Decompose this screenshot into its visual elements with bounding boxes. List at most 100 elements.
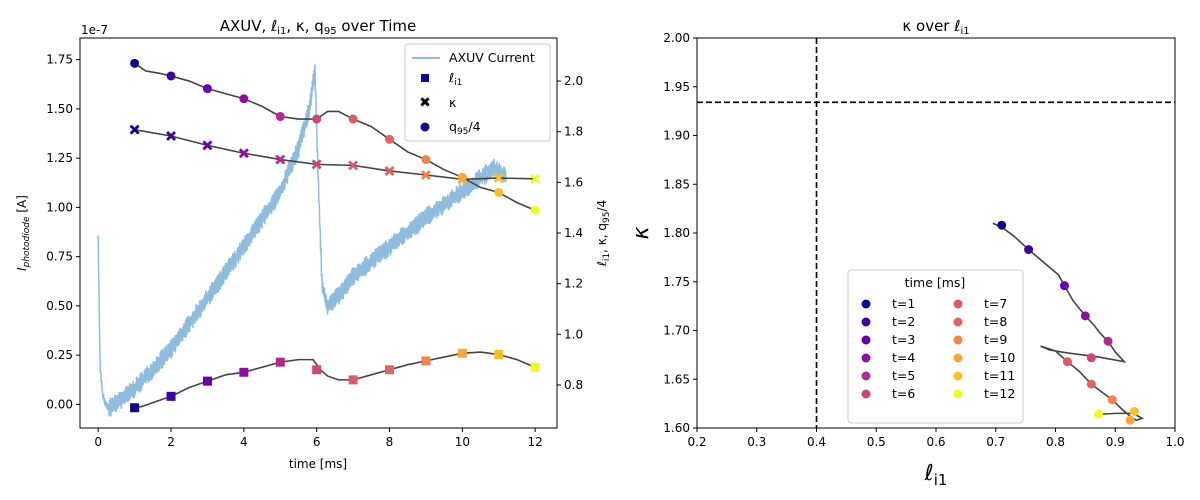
- kappa-marker: [202, 140, 213, 151]
- y-tick-label: 1.25: [46, 151, 73, 165]
- legend-time-label: t=11: [984, 368, 1015, 383]
- left-y-axis-label: Iphotodiode [A]: [15, 195, 32, 271]
- legend-time-swatch: [861, 299, 871, 309]
- time-point: [1129, 406, 1139, 416]
- q95-marker: [494, 187, 504, 197]
- right-tick-label: 0.8: [564, 378, 583, 392]
- legend-time-label: t=10: [984, 350, 1015, 365]
- q95-marker: [202, 84, 212, 94]
- legend-time-swatch: [953, 371, 963, 381]
- li1-marker: [202, 376, 212, 386]
- time-point: [1024, 245, 1034, 255]
- x-tick-label: 0.2: [687, 435, 706, 449]
- kappa-marker: [348, 160, 359, 171]
- right-chart: κ over ℓi1 0.2 0.3 0.4 0.5 0.6 0.7 0.8 0.9 1.0 1…: [629, 17, 1185, 489]
- y-tick-label: 0.50: [46, 299, 73, 313]
- x-tick-label: 4: [240, 435, 248, 449]
- y-tick-label: 1.85: [663, 177, 690, 191]
- li1-curve: [134, 351, 536, 409]
- li1-marker: [385, 365, 395, 375]
- x-tick-label: 0.7: [986, 435, 1005, 449]
- right-chart-title: κ over ℓi1: [902, 17, 969, 37]
- y-tick-label: 1.60: [663, 421, 690, 435]
- legend-time-label: t=4: [892, 350, 915, 365]
- legend-time-swatch: [861, 371, 871, 381]
- legend-time-label: t=8: [984, 314, 1007, 329]
- y-tick-label: 1.80: [663, 226, 690, 240]
- time-point: [1062, 357, 1072, 367]
- y-tick-label: 1.70: [663, 324, 690, 338]
- left-offset-text: 1e-7: [81, 23, 108, 37]
- legend-axuv-label: AXUV Current: [449, 50, 535, 65]
- kappa-marker: [420, 170, 431, 180]
- x-tick-label: 0.6: [926, 435, 945, 449]
- legend-time-swatch: [861, 353, 871, 363]
- legend-time-swatch: [861, 317, 871, 327]
- y-tick-label: 0.75: [46, 250, 73, 264]
- kappa-marker: [275, 154, 286, 165]
- legend-time-label: t=12: [984, 386, 1015, 401]
- y-tick-label: 0.00: [46, 397, 73, 411]
- legend-time-swatch: [953, 335, 963, 345]
- y-tick-label: 1.50: [46, 102, 73, 116]
- right-points: [997, 220, 1139, 425]
- y-tick-label: 1.75: [46, 53, 73, 67]
- time-point: [1086, 353, 1096, 363]
- right-legend-box: [847, 269, 1024, 424]
- x-tick-label: 8: [386, 435, 394, 449]
- x-tick-label: 0.9: [1106, 435, 1125, 449]
- q95-marker: [421, 155, 431, 165]
- kappa-curve: [134, 128, 536, 181]
- x-tick-label: 6: [313, 435, 321, 449]
- right-tick-label: 1.8: [564, 125, 583, 139]
- legend-q95-swatch: [420, 122, 430, 132]
- x-tick-label: 0: [94, 435, 102, 449]
- y-tick-label: 2.00: [663, 31, 690, 45]
- x-tick-label: 10: [455, 435, 470, 449]
- x-tick-label: 0.4: [807, 435, 826, 449]
- kappa-marker: [530, 173, 541, 184]
- left-chart-title: AXUV, ℓi1, κ, q95 over Time: [220, 17, 417, 37]
- li1-marker: [530, 362, 540, 372]
- time-point: [1094, 409, 1104, 419]
- x-tick-label: 12: [528, 435, 543, 449]
- legend-time-label: t=6: [892, 386, 915, 401]
- right-reference-lines: [697, 38, 1175, 428]
- li1-marker: [494, 350, 504, 360]
- kappa-marker: [493, 173, 504, 184]
- right-y-axis-label: ℓi1, κ, q95/4: [595, 200, 612, 267]
- kappa-marker: [129, 124, 140, 135]
- q95-marker: [348, 114, 358, 124]
- y-tick-label: 0.25: [46, 348, 73, 362]
- left-x-ticks: 0 2 4 6 8 10 12: [94, 428, 543, 449]
- kappa-marker: [238, 148, 249, 159]
- q95-marker: [530, 205, 540, 215]
- legend-time-label: t=1: [892, 296, 915, 311]
- x-tick-label: 0.5: [867, 435, 886, 449]
- li1-marker: [348, 375, 358, 385]
- time-point: [1125, 415, 1135, 425]
- kappa-trajectory: [992, 222, 1145, 422]
- legend-q95-label: q95/4: [449, 119, 481, 137]
- legend-kappa-label: κ: [449, 95, 457, 110]
- legend-time-swatch: [953, 389, 963, 399]
- y-tick-label: 1.00: [46, 200, 73, 214]
- axuv-current-series: [97, 64, 507, 417]
- trajectory-line: [992, 222, 1145, 422]
- left-markers: [129, 58, 541, 413]
- legend-time-label: t=2: [892, 314, 915, 329]
- x-tick-label: 1.0: [1165, 435, 1184, 449]
- legend-time-swatch: [861, 335, 871, 345]
- legend-time-label: t=3: [892, 332, 915, 347]
- q95-marker: [166, 71, 176, 81]
- li1-marker: [457, 348, 467, 358]
- legend-li1-swatch: [421, 74, 429, 82]
- kappa-marker: [311, 159, 322, 170]
- q95-marker: [312, 114, 322, 124]
- y-tick-label: 1.90: [663, 129, 690, 143]
- y-tick-label: 1.95: [663, 80, 690, 94]
- li1-marker: [239, 367, 249, 377]
- left-y-ticks: 0.00 0.25 0.50 0.75 1.00 1.25 1.50 1.75: [46, 53, 80, 411]
- q95-marker: [385, 134, 395, 144]
